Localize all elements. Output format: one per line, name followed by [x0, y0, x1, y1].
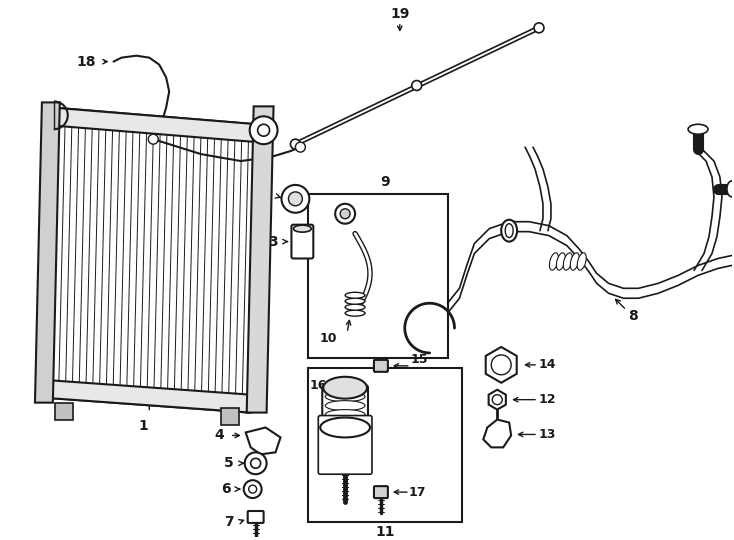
Text: 15: 15	[411, 353, 429, 366]
Ellipse shape	[556, 253, 565, 270]
Polygon shape	[247, 106, 274, 413]
Text: 19: 19	[390, 7, 410, 21]
Text: 5: 5	[224, 456, 233, 470]
Text: 1: 1	[139, 418, 148, 433]
FancyBboxPatch shape	[322, 384, 368, 462]
Ellipse shape	[325, 383, 365, 393]
Ellipse shape	[505, 224, 513, 238]
Ellipse shape	[325, 436, 365, 447]
Bar	[308, 194, 448, 358]
Text: 16: 16	[310, 379, 327, 392]
Circle shape	[340, 209, 350, 219]
Circle shape	[491, 355, 511, 375]
Ellipse shape	[570, 253, 579, 270]
Bar	[308, 368, 462, 522]
Ellipse shape	[727, 181, 734, 197]
Circle shape	[244, 480, 261, 498]
Text: 13: 13	[538, 428, 556, 441]
Text: 7: 7	[224, 515, 233, 529]
Ellipse shape	[325, 392, 365, 402]
Ellipse shape	[550, 253, 559, 270]
Ellipse shape	[501, 220, 517, 241]
Ellipse shape	[325, 410, 365, 420]
Text: 17: 17	[409, 485, 426, 498]
Circle shape	[412, 80, 421, 91]
Polygon shape	[50, 107, 258, 142]
Ellipse shape	[345, 292, 365, 298]
Circle shape	[493, 395, 502, 404]
Text: 4: 4	[214, 428, 224, 442]
Circle shape	[244, 453, 266, 474]
Circle shape	[282, 185, 309, 213]
Polygon shape	[246, 428, 280, 454]
Circle shape	[148, 134, 159, 144]
FancyBboxPatch shape	[319, 416, 372, 474]
Text: 8: 8	[628, 309, 639, 323]
Text: 18: 18	[77, 55, 96, 69]
Circle shape	[288, 192, 302, 206]
Text: 12: 12	[538, 393, 556, 406]
Text: 11: 11	[375, 525, 395, 539]
Ellipse shape	[294, 225, 311, 232]
Text: 10: 10	[319, 332, 337, 345]
FancyBboxPatch shape	[374, 486, 388, 498]
Ellipse shape	[563, 253, 573, 270]
Polygon shape	[35, 103, 59, 403]
Ellipse shape	[323, 377, 367, 399]
Ellipse shape	[345, 298, 365, 304]
Polygon shape	[55, 403, 73, 420]
Ellipse shape	[325, 418, 365, 428]
FancyBboxPatch shape	[374, 360, 388, 372]
Ellipse shape	[325, 446, 365, 455]
FancyBboxPatch shape	[291, 225, 313, 259]
Circle shape	[250, 116, 277, 144]
Circle shape	[335, 204, 355, 224]
Circle shape	[258, 124, 269, 136]
Polygon shape	[221, 408, 239, 424]
Circle shape	[534, 23, 544, 33]
Circle shape	[295, 142, 305, 152]
Text: 6: 6	[221, 482, 230, 496]
Ellipse shape	[320, 417, 370, 437]
Ellipse shape	[325, 428, 365, 437]
Polygon shape	[45, 107, 255, 413]
FancyBboxPatch shape	[247, 511, 264, 523]
Polygon shape	[483, 420, 511, 447]
Circle shape	[291, 139, 300, 149]
Polygon shape	[43, 380, 251, 413]
Ellipse shape	[345, 304, 365, 310]
Ellipse shape	[325, 401, 365, 410]
Ellipse shape	[345, 310, 365, 316]
Ellipse shape	[688, 124, 708, 134]
Ellipse shape	[577, 253, 586, 270]
Text: 9: 9	[380, 175, 390, 189]
Circle shape	[251, 458, 261, 468]
Text: 2: 2	[263, 190, 272, 204]
Text: 14: 14	[538, 359, 556, 372]
Circle shape	[249, 485, 257, 493]
Text: 3: 3	[268, 234, 277, 248]
